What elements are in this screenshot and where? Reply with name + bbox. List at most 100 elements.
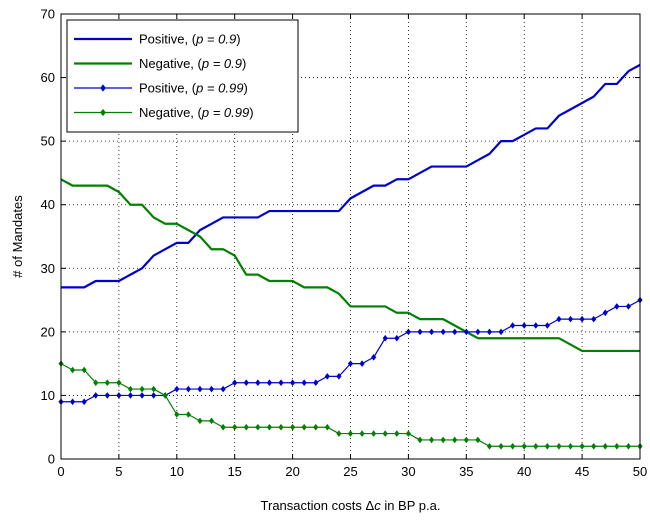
legend-label: Negative, (p = 0.9) xyxy=(139,56,246,71)
data-point xyxy=(382,430,388,437)
data-point xyxy=(452,328,458,336)
data-point xyxy=(278,379,284,386)
data-point xyxy=(81,366,87,374)
data-point xyxy=(486,328,493,336)
data-point xyxy=(162,392,168,399)
data-point xyxy=(428,328,435,336)
legend-label: Positive, (p = 0.99) xyxy=(139,81,248,96)
data-point xyxy=(81,398,87,406)
y-axis-label: # of Mandates xyxy=(10,195,25,278)
data-point xyxy=(93,379,99,386)
data-point xyxy=(463,328,469,336)
data-point xyxy=(243,379,249,386)
data-point xyxy=(301,379,307,386)
data-point xyxy=(521,443,527,450)
data-point xyxy=(174,411,180,418)
x-tick-label: 35 xyxy=(459,464,473,479)
data-point xyxy=(255,423,261,431)
data-point xyxy=(104,379,110,386)
data-point xyxy=(440,436,446,444)
data-point xyxy=(324,373,330,380)
data-point xyxy=(151,392,157,399)
data-point xyxy=(579,443,585,450)
legend-item: Positive, (p = 0.99) xyxy=(74,81,248,96)
data-point xyxy=(243,423,249,431)
data-point xyxy=(104,392,110,399)
data-point xyxy=(567,315,574,323)
legend-label: Negative, (p = 0.99) xyxy=(139,105,254,120)
data-point xyxy=(405,328,411,336)
data-point xyxy=(544,443,550,450)
data-point xyxy=(440,328,446,336)
x-tick-label: 40 xyxy=(517,464,531,479)
data-point xyxy=(232,423,238,431)
data-point xyxy=(313,423,319,431)
series-layer xyxy=(58,63,643,450)
data-point xyxy=(463,436,469,444)
data-point xyxy=(220,385,226,393)
data-point xyxy=(69,366,76,374)
data-point xyxy=(208,417,215,425)
y-tick-label: 10 xyxy=(41,388,55,403)
data-point xyxy=(151,385,157,393)
series-4 xyxy=(58,360,643,450)
x-tick-label: 30 xyxy=(401,464,415,479)
data-point xyxy=(371,430,377,437)
series-2 xyxy=(60,178,640,353)
data-point xyxy=(359,360,365,367)
y-tick-label: 50 xyxy=(41,134,55,149)
data-point xyxy=(475,328,481,336)
x-tick-label: 50 xyxy=(633,464,647,479)
y-tick-label: 30 xyxy=(41,261,55,276)
data-point xyxy=(116,379,122,386)
data-point xyxy=(93,392,99,399)
x-tick-label: 25 xyxy=(343,464,357,479)
data-point xyxy=(220,423,226,431)
data-point xyxy=(591,315,597,323)
x-tick-label: 0 xyxy=(57,464,64,479)
data-point xyxy=(591,443,597,450)
data-point xyxy=(382,334,388,342)
legend-marker xyxy=(100,108,106,117)
data-point xyxy=(139,392,145,399)
data-point xyxy=(533,443,539,450)
data-point xyxy=(185,385,191,393)
x-tick-label: 5 xyxy=(115,464,122,479)
legend-label: Positive, (p = 0.9) xyxy=(139,32,241,47)
data-point xyxy=(232,379,238,386)
data-point xyxy=(266,379,273,386)
data-point xyxy=(278,423,284,431)
legend: Positive, (p = 0.9) Negative, (p = 0.9) Po… xyxy=(66,19,299,133)
data-point xyxy=(625,303,632,310)
data-point xyxy=(510,322,516,329)
data-point xyxy=(197,385,203,393)
data-point xyxy=(533,322,539,329)
data-point xyxy=(510,443,516,450)
data-point xyxy=(498,328,504,336)
data-point xyxy=(614,443,620,450)
y-tick-label: 60 xyxy=(41,70,55,85)
data-point xyxy=(394,334,400,342)
y-tick-label: 70 xyxy=(41,7,55,22)
data-point xyxy=(521,322,527,329)
x-tick-label: 15 xyxy=(227,464,241,479)
data-point xyxy=(324,423,330,431)
data-point xyxy=(347,430,354,437)
series-line xyxy=(61,63,641,289)
data-point xyxy=(208,385,215,393)
data-point xyxy=(69,398,76,406)
data-point xyxy=(197,417,203,425)
data-point xyxy=(371,354,377,361)
data-point xyxy=(428,436,435,444)
legend-item: Positive, (p = 0.9) xyxy=(74,32,241,47)
data-point xyxy=(301,423,307,431)
data-point xyxy=(313,379,319,386)
data-point xyxy=(602,443,608,450)
data-point xyxy=(417,328,423,336)
series-line xyxy=(60,178,640,353)
legend-marker xyxy=(100,84,106,92)
data-point xyxy=(452,436,458,444)
data-point xyxy=(347,360,354,367)
data-point xyxy=(579,315,585,323)
